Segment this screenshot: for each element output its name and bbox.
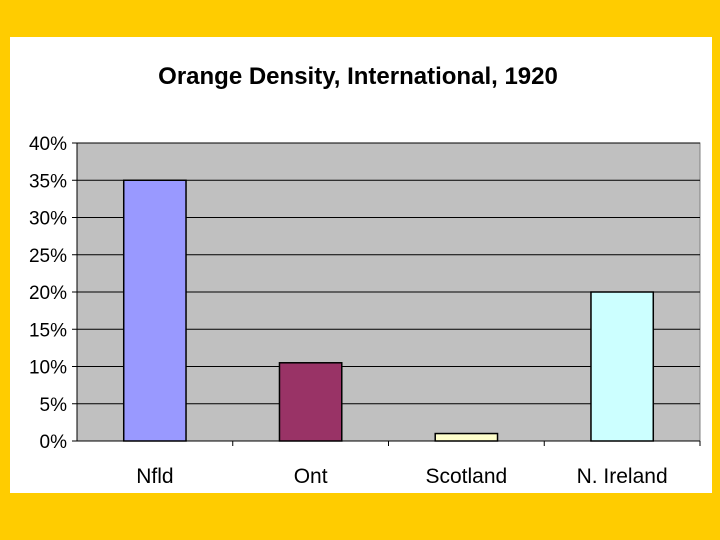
y-tick-label: 25% [29,246,67,267]
bar-n-ireland [590,291,655,442]
bar-ont [278,362,343,442]
bar-chart: Orange Density, International, 1920 0% 5%… [29,63,701,488]
y-tick-label: 35% [29,171,67,192]
chart-title: Orange Density, International, 1920 [158,63,558,90]
bar-nfld [122,179,187,442]
y-tick-label: 5% [40,395,68,416]
slide-panel: Orange Density, International, 1920 0% 5%… [10,37,712,493]
y-tick-label: 15% [29,320,67,341]
y-tick-label: 20% [29,283,67,304]
x-tick-label: N. Ireland [577,465,668,488]
y-tick-label: 0% [40,432,68,453]
y-tick-label: 40% [29,134,67,155]
y-tick-label: 30% [29,209,67,230]
x-tick-label: Scotland [426,465,508,488]
bar-scotland [434,432,499,442]
x-tick-label: Nfld [136,465,173,488]
x-tick-label: Ont [294,465,328,488]
y-tick-label: 10% [29,358,67,379]
